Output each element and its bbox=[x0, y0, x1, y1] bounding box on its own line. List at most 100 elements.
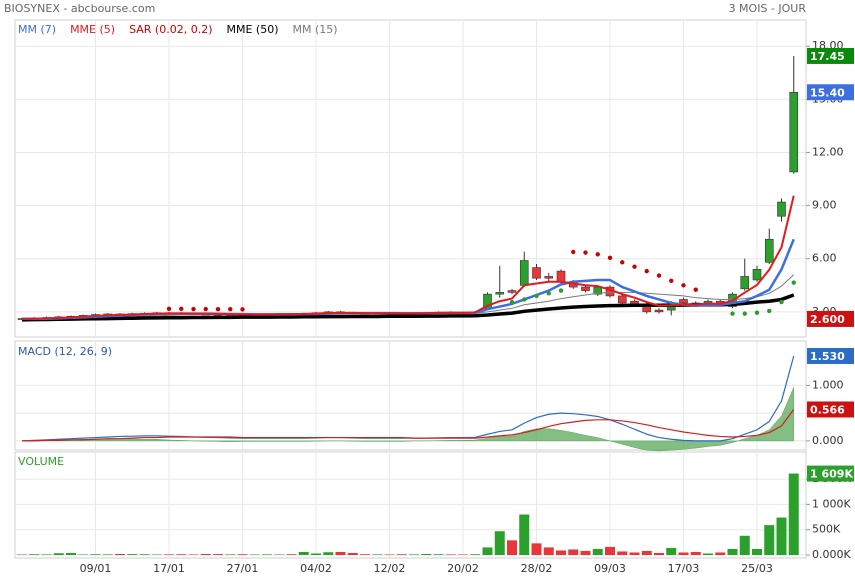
volume-bar bbox=[666, 547, 677, 556]
macd-histogram bbox=[21, 387, 794, 452]
volume-bar bbox=[262, 554, 272, 556]
last-value-label: 1 609K bbox=[810, 468, 853, 481]
period-label: 3 MOIS - JOUR bbox=[729, 2, 807, 15]
volume-bar bbox=[384, 554, 395, 556]
volume-bar bbox=[690, 551, 701, 556]
macd-line bbox=[22, 409, 795, 442]
volume-bar bbox=[494, 531, 505, 556]
volume-bar bbox=[788, 473, 799, 556]
y-tick-label: 1 000K bbox=[812, 497, 851, 510]
volume-bar bbox=[727, 548, 738, 556]
candle-body bbox=[544, 276, 554, 279]
sar-dot bbox=[191, 306, 196, 312]
last-value-label: 2.600 bbox=[810, 313, 845, 326]
y-tick-label: 9.00 bbox=[812, 199, 837, 212]
volume-bar bbox=[507, 540, 517, 556]
candle-body bbox=[581, 286, 590, 291]
volume-bar bbox=[543, 547, 554, 556]
y-tick-label: 0.000K bbox=[812, 548, 851, 561]
last-value-box bbox=[807, 465, 854, 482]
panel-frame bbox=[14, 451, 807, 559]
volume-bar bbox=[519, 514, 530, 556]
y-tick-label: 500K bbox=[812, 523, 841, 536]
volume-bar bbox=[715, 552, 726, 556]
candle-body bbox=[532, 267, 541, 279]
last-value-box bbox=[807, 401, 854, 418]
volume-bar bbox=[41, 554, 52, 556]
x-tick-label: 04/02 bbox=[300, 562, 332, 575]
sar-dot bbox=[791, 280, 796, 285]
legend-entry: MM (15) bbox=[293, 23, 338, 36]
panel-title: MACD (12, 26, 9) bbox=[18, 345, 112, 358]
x-tick-label: 27/01 bbox=[227, 562, 259, 575]
volume-bar bbox=[739, 535, 750, 556]
volume-bar bbox=[298, 551, 309, 556]
volume-bar bbox=[188, 554, 199, 556]
volume-bar bbox=[139, 554, 150, 556]
volume-bar bbox=[703, 553, 713, 556]
volume-bar bbox=[764, 525, 775, 556]
candle-body bbox=[789, 91, 799, 173]
x-tick-label: 17/01 bbox=[153, 562, 185, 575]
volume-bar bbox=[225, 554, 236, 556]
legend-entry: MME (50) bbox=[227, 23, 279, 36]
sar-dot bbox=[509, 299, 515, 305]
volume-bar bbox=[90, 554, 101, 556]
source-title: BIOSYNEX - abcbourse.com bbox=[4, 2, 155, 15]
x-tick-label: 17/03 bbox=[668, 562, 700, 575]
sar-dot bbox=[779, 299, 784, 305]
sar-dot bbox=[534, 293, 539, 299]
volume-bar bbox=[482, 547, 493, 556]
volume-bar bbox=[641, 550, 652, 556]
volume-bar bbox=[396, 554, 407, 556]
volume-bar bbox=[605, 546, 615, 556]
volume-bar bbox=[654, 552, 664, 556]
sar-dot bbox=[166, 306, 172, 312]
volume-bar bbox=[752, 548, 762, 556]
volume-bar bbox=[78, 554, 89, 556]
sar-dot bbox=[546, 291, 551, 296]
last-value-box bbox=[807, 47, 854, 64]
volume-bar bbox=[335, 551, 346, 556]
last-value-label: 15.40 bbox=[810, 86, 845, 99]
volume-bar bbox=[53, 553, 64, 556]
volume-bar bbox=[176, 554, 187, 556]
sar-dot bbox=[558, 288, 564, 293]
volume-bar bbox=[127, 554, 138, 556]
candle-body bbox=[556, 270, 566, 283]
x-tick-label: 25/03 bbox=[741, 562, 773, 575]
last-value-label: 1.530 bbox=[810, 350, 845, 363]
last-value-label: 17.45 bbox=[810, 50, 845, 63]
volume-bar bbox=[433, 554, 444, 556]
volume-bar bbox=[274, 554, 285, 556]
volume-bar bbox=[102, 554, 113, 556]
volume-bar bbox=[66, 552, 76, 556]
volume-bar bbox=[360, 554, 370, 556]
volume-bar bbox=[421, 554, 432, 556]
y-tick-label: 0.000 bbox=[812, 434, 844, 447]
last-value-box bbox=[807, 310, 854, 327]
volume-bar bbox=[200, 554, 211, 556]
sar-dot bbox=[632, 264, 637, 269]
sar-dot bbox=[203, 306, 208, 312]
x-tick-label: 09/03 bbox=[594, 562, 626, 575]
candle-body bbox=[740, 276, 750, 290]
y-tick-label: 6.00 bbox=[812, 252, 837, 265]
volume-bar bbox=[629, 552, 640, 556]
last-value-box bbox=[807, 347, 854, 364]
panel-frame bbox=[14, 340, 807, 451]
sar-dot bbox=[583, 250, 588, 255]
sar-dot bbox=[730, 311, 735, 316]
panel-title: VOLUME bbox=[18, 455, 64, 468]
candle-body bbox=[617, 295, 627, 304]
x-tick-label: 28/02 bbox=[521, 562, 553, 575]
volume-bar bbox=[531, 543, 542, 556]
volume-bar bbox=[29, 554, 40, 556]
candle-body bbox=[495, 292, 505, 295]
sar-dot bbox=[522, 297, 527, 302]
volume-bar bbox=[151, 554, 162, 556]
sar-dot bbox=[240, 307, 245, 312]
x-tick-label: 09/01 bbox=[80, 562, 112, 575]
